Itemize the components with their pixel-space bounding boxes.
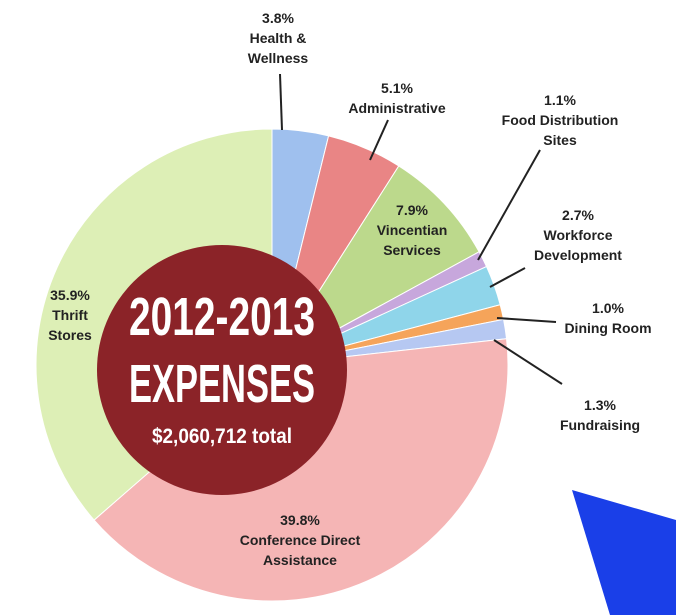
center-title: 2012-2013	[129, 287, 315, 347]
value-label: 39.8%	[280, 512, 320, 528]
pie-slice	[93, 338, 509, 602]
slice-label: 1.3% Fundraising	[540, 395, 660, 435]
slice-name: Administrative	[348, 100, 446, 116]
slice-label: 3.8% Health & Wellness	[238, 8, 318, 68]
leader-line	[279, 73, 283, 131]
slice-name: Dining Room	[564, 320, 652, 336]
value-label: 35.9%	[50, 287, 90, 303]
leader-line	[477, 149, 541, 261]
value-label: 1.0%	[592, 300, 624, 316]
slice-label: 5.1% Administrative	[332, 78, 462, 118]
center-total: $2,060,712 total	[152, 425, 292, 448]
slice-label: 2.7% Workforce Development	[523, 205, 633, 265]
slice-label: 7.9% Vincentian Services	[367, 200, 457, 260]
leader-line	[489, 267, 526, 288]
value-label: 7.9%	[396, 202, 428, 218]
slice-name: Food Distribution Sites	[501, 112, 619, 148]
slice-label: 1.0% Dining Room	[548, 298, 668, 338]
value-label: 3.8%	[262, 10, 294, 26]
slice-label: 39.8% Conference Direct Assistance	[215, 510, 385, 570]
slice-label: 35.9% Thrift Stores	[43, 285, 98, 345]
value-label: 5.1%	[381, 80, 413, 96]
slice-label: 1.1% Food Distribution Sites	[490, 90, 630, 150]
value-label: 1.3%	[584, 397, 616, 413]
slice-name: Vincentian Services	[376, 222, 448, 258]
leader-line	[496, 317, 557, 323]
center-circle	[97, 245, 347, 495]
slice-name: Health & Wellness	[247, 30, 309, 66]
center-subtitle: EXPENSES	[129, 354, 315, 414]
slice-name: Thrift Stores	[48, 307, 92, 343]
slice-name: Workforce Development	[534, 227, 622, 263]
value-label: 2.7%	[562, 207, 594, 223]
decor-shape	[572, 490, 676, 615]
leader-line	[493, 339, 563, 385]
slice-name: Fundraising	[559, 417, 641, 433]
slice-name: Conference Direct Assistance	[239, 532, 361, 568]
value-label: 1.1%	[544, 92, 576, 108]
leader-line	[369, 119, 389, 161]
